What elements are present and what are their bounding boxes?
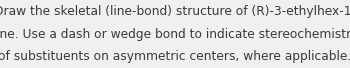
Text: Draw the skeletal (line-bond) structure of (R)-3-ethylhex-1-: Draw the skeletal (line-bond) structure …	[0, 5, 350, 18]
Text: of substituents on asymmetric centers, where applicable.: of substituents on asymmetric centers, w…	[0, 50, 350, 63]
Text: ene. Use a dash or wedge bond to indicate stereochemistry: ene. Use a dash or wedge bond to indicat…	[0, 28, 350, 41]
